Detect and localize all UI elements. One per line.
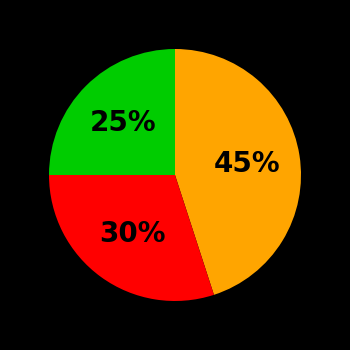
Wedge shape [175, 49, 301, 295]
Text: 30%: 30% [99, 220, 165, 248]
Text: 45%: 45% [214, 149, 280, 177]
Wedge shape [49, 49, 175, 175]
Text: 25%: 25% [90, 109, 157, 137]
Wedge shape [49, 175, 214, 301]
